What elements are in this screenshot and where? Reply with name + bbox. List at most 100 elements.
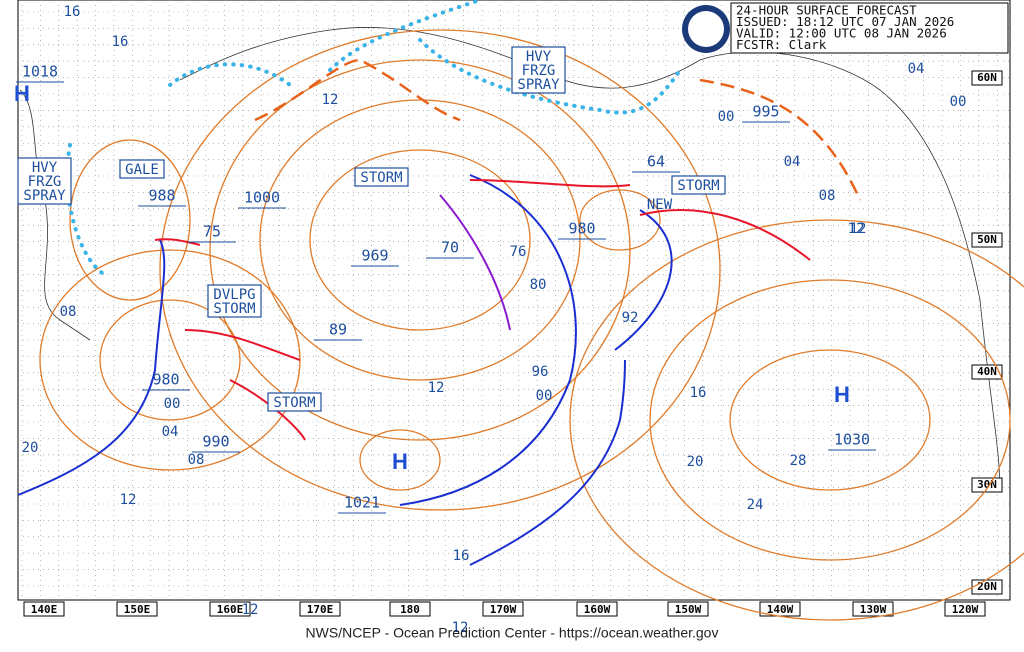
isobar <box>649 279 1011 561</box>
isobar-label: 12 <box>242 602 259 618</box>
header-box <box>730 2 1009 54</box>
map-frame <box>17 0 1011 601</box>
pressure-center: 1030 <box>834 431 870 449</box>
cold-front <box>399 174 577 506</box>
isobar-label: 28 <box>790 453 807 469</box>
isobar-label: 00 <box>536 388 553 404</box>
lon-label: 180 <box>400 603 420 616</box>
lat-label: 20N <box>977 580 997 593</box>
lat-label: 60N <box>977 71 997 84</box>
lat-box <box>971 477 1003 493</box>
header-line: VALID: 12:00 UTC 08 JAN 2026 <box>736 26 947 41</box>
warning-box <box>511 46 566 94</box>
header-line: 24-HOUR SURFACE FORECAST <box>736 3 917 18</box>
warning-label: NEW <box>647 197 673 213</box>
cold-front <box>614 209 673 351</box>
lon-box <box>667 601 709 617</box>
warning-label: FRZG <box>522 63 556 79</box>
isobar-label: 16 <box>64 4 81 20</box>
isobar-label: 12 <box>322 92 339 108</box>
warm-front <box>639 209 811 261</box>
warning-box <box>671 175 726 195</box>
isobar-label: 20 <box>687 454 704 470</box>
lon-label: 150W <box>675 603 702 616</box>
isobar <box>729 349 931 491</box>
header-line: ISSUED: 18:12 UTC 07 JAN 2026 <box>736 14 954 29</box>
lon-label: 120W <box>952 603 979 616</box>
lon-box <box>23 601 65 617</box>
isobar <box>309 149 531 331</box>
warning-label: DVLPG <box>213 287 255 303</box>
lat-box <box>971 364 1003 380</box>
lon-box <box>576 601 618 617</box>
pressure-center: 990 <box>202 433 229 451</box>
isobar-label: 12 <box>848 221 865 237</box>
lon-box <box>482 601 524 617</box>
warning-label: STORM <box>273 395 315 411</box>
lon-box <box>116 601 158 617</box>
isobar-label: 16 <box>690 385 707 401</box>
warning-label: STORM <box>213 301 255 317</box>
isobar-label: 92 <box>622 310 639 326</box>
isobar-label: 00 <box>950 94 967 110</box>
cold-front <box>17 239 166 496</box>
lon-box <box>299 601 341 617</box>
pressure-center: 1018 <box>22 63 58 81</box>
pressure-center: 64 <box>647 153 665 171</box>
pressure-center: 89 <box>329 321 347 339</box>
pressure-center: 995 <box>752 103 779 121</box>
pressure-center: 980 <box>152 371 179 389</box>
warning-box <box>119 159 165 179</box>
lon-label: 140W <box>767 603 794 616</box>
trough <box>254 58 862 201</box>
warning-box <box>207 284 262 318</box>
warning-label: SPRAY <box>517 77 560 93</box>
lat-label: 50N <box>977 233 997 246</box>
isobar-label: 12 <box>120 492 137 508</box>
warning-box <box>354 167 409 187</box>
footer: NWS/NCEP - Ocean Prediction Center - htt… <box>306 625 719 641</box>
warning-box <box>17 157 72 205</box>
isobar-label: 08 <box>819 188 836 204</box>
lat-box <box>971 70 1003 86</box>
high-symbol: H <box>834 382 850 407</box>
pressure-center: 980 <box>568 220 595 238</box>
isobar <box>159 29 721 511</box>
isobar-label: 24 <box>747 497 764 513</box>
lon-label: 170E <box>307 603 334 616</box>
lon-box <box>852 601 894 617</box>
isobar-label: 08 <box>188 452 205 468</box>
isobar-label: 08 <box>60 304 77 320</box>
isobar <box>579 189 661 251</box>
high-symbol: H <box>14 81 30 106</box>
isobar-label: 16 <box>112 34 129 50</box>
lon-label: 150E <box>124 603 151 616</box>
lon-box <box>389 601 431 617</box>
isobar-label: 12 <box>428 380 445 396</box>
warning-box <box>267 392 322 412</box>
isobar <box>209 59 631 441</box>
lon-label: 130W <box>860 603 887 616</box>
isobar-label: 80 <box>530 277 547 293</box>
isobar <box>259 99 581 381</box>
warning-label: STORM <box>360 170 402 186</box>
isobar-label: 20 <box>22 440 39 456</box>
high-symbol: H <box>392 449 408 474</box>
isobar <box>69 139 191 301</box>
pressure-center: 988 <box>148 187 175 205</box>
warning-label: GALE <box>125 162 159 178</box>
isobar-label: 16 <box>453 548 470 564</box>
lat-box <box>971 232 1003 248</box>
warning-label: HVY <box>526 49 552 65</box>
lon-box <box>209 601 251 617</box>
lon-label: 170W <box>490 603 517 616</box>
isobar-label: 76 <box>510 244 527 260</box>
isobar-label: 12 <box>452 620 469 636</box>
pressure-center: 70 <box>441 239 459 257</box>
warm-front <box>469 179 631 188</box>
isobar <box>569 219 1024 621</box>
isobar-label: 04 <box>908 61 925 77</box>
isobar-label: 96 <box>532 364 549 380</box>
warning-label: SPRAY <box>23 188 66 204</box>
